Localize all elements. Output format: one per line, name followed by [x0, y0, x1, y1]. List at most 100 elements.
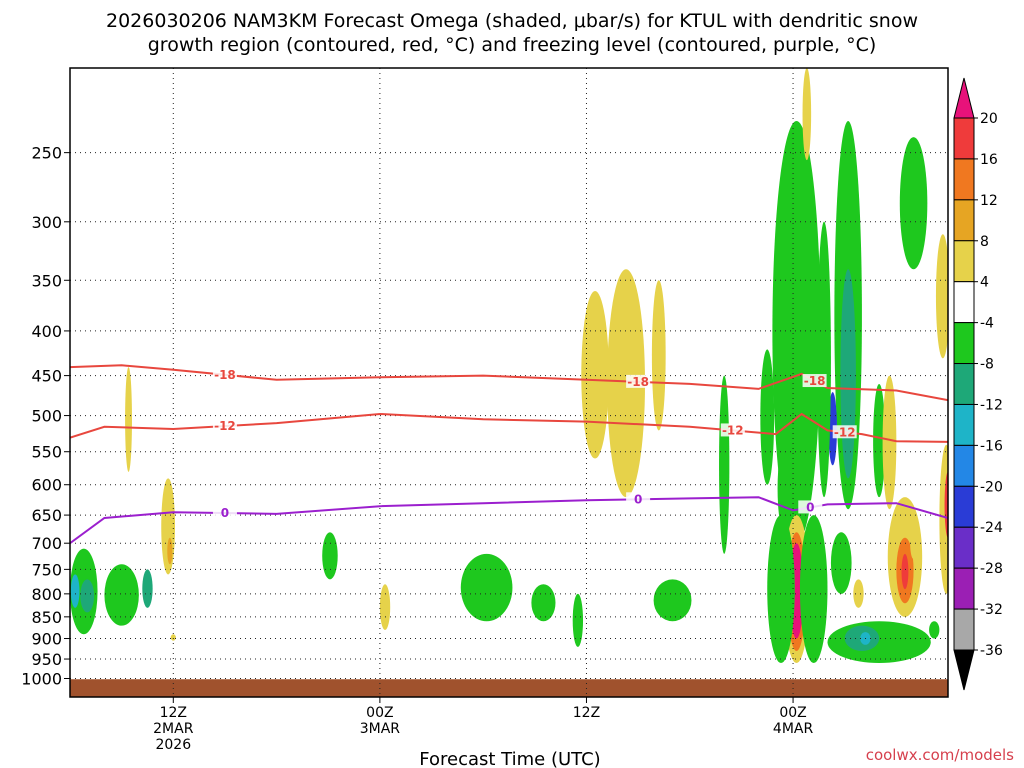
omega-cell-33	[70, 574, 80, 608]
omega-cell-10	[828, 392, 837, 466]
contour-line-2	[70, 496, 948, 545]
y-tick-label-0: 250	[31, 144, 62, 163]
contour-label-bg-2-0	[212, 506, 237, 520]
y-tick-label-12: 850	[31, 608, 62, 627]
y-tick-label-5: 500	[31, 407, 62, 426]
x-tick-label-0-2: 2026	[155, 737, 191, 753]
plot-inner: -18 -18 -18 -12 -12 -12 0 0 0	[70, 68, 948, 697]
y-tick-label-1: 300	[31, 213, 62, 232]
contour-label-0-2: -18	[804, 374, 826, 388]
x-tick-label-3-0: 00Z	[779, 705, 806, 721]
credit-text: coolwx.com/models	[866, 746, 1014, 764]
omega-cell-23	[901, 553, 909, 590]
omega-cell-19	[873, 383, 886, 498]
plot-frame	[69, 67, 949, 698]
omega-cell-46	[760, 349, 775, 485]
omega-cell-45	[719, 375, 730, 554]
omega-cell-9	[840, 269, 856, 479]
contour-line-0	[70, 364, 948, 402]
omega-cell-14	[651, 280, 666, 431]
y-tick-label-14: 950	[31, 650, 62, 669]
colorbar-label-3: 8	[980, 234, 989, 250]
colorbar-segment-3	[953, 199, 975, 242]
y-tick-label-9: 700	[31, 534, 62, 553]
colorbar-over-triangle	[953, 77, 975, 119]
colorbar-segment-1	[953, 117, 975, 160]
colorbar-label-1: 16	[980, 152, 998, 168]
contour-label-2-0: 0	[221, 506, 229, 520]
omega-cell-40	[379, 584, 391, 631]
omega-cell-50	[170, 634, 176, 641]
x-tick-label-0-1: 2MAR	[153, 721, 194, 737]
contour-label-0-0: -18	[214, 368, 236, 382]
y-tick-label-8: 650	[31, 506, 62, 525]
x-axis-label: Forecast Time (UTC)	[419, 749, 600, 768]
colorbar-segment-8	[953, 403, 975, 446]
ground-fill	[70, 679, 948, 697]
omega-cell-7	[802, 68, 812, 161]
omega-cell-24	[827, 621, 931, 664]
colorbar-label-10: -24	[980, 520, 1003, 536]
x-tick-label-1-1: 3MAR	[360, 721, 401, 737]
contour-label-bg-1-2	[832, 425, 857, 439]
omega-cell-27	[830, 532, 852, 594]
omega-cell-35	[142, 569, 153, 608]
contour-label-bg-0-0	[212, 367, 237, 381]
y-tick-label-2: 350	[31, 271, 62, 290]
colorbar-label-4: 4	[980, 275, 989, 291]
colorbar-segment-7	[953, 363, 975, 405]
colorbar: 20 16 12 8 4 -4 -8 -12 -16 -20 -24 -28 -32 -36	[953, 77, 1003, 691]
omega-cell-12	[607, 269, 646, 498]
omega-cell-13	[581, 290, 609, 459]
colorbar-label-7: -12	[980, 397, 1003, 413]
omega-cell-49	[910, 526, 918, 560]
omega-cell-11	[817, 221, 831, 498]
x-tick-label-0-0: 12Z	[160, 705, 187, 721]
contour-label-bg-1-0	[212, 419, 237, 433]
omega-cell-42	[531, 584, 556, 622]
colorbar-segment-5	[953, 281, 975, 324]
chart-title-line1: 2026030206 NAM3KM Forecast Omega (shaded…	[106, 10, 918, 32]
colorbar-segment-13	[953, 608, 975, 651]
y-tick-label-4: 450	[31, 367, 62, 386]
contour-label-bg-0-1	[626, 374, 651, 388]
colorbar-label-0: 20	[980, 111, 998, 127]
y-tick-label-15: 1000	[21, 669, 62, 688]
omega-cell-38	[125, 367, 132, 472]
y-tick-label-10: 750	[31, 560, 62, 579]
omega-cell-48	[853, 579, 864, 608]
y-tick-label-3: 400	[31, 322, 62, 341]
omega-cell-32	[80, 579, 95, 613]
colorbar-segment-10	[953, 485, 975, 528]
omega-cell-18	[899, 137, 928, 270]
contour-label-2-2: 0	[806, 500, 814, 514]
colorbar-segment-4	[953, 240, 975, 283]
colorbar-label-9: -20	[980, 479, 1003, 495]
colorbar-label-13: -36	[980, 643, 1003, 659]
omega-cell-41	[460, 553, 513, 622]
omega-cell-30	[777, 444, 792, 533]
colorbar-label-11: -28	[980, 561, 1003, 577]
y-tick-label-13: 900	[31, 630, 62, 649]
contour-label-bg-0-2	[802, 374, 827, 388]
y-tick-label-7: 600	[31, 476, 62, 495]
colorbar-label-8: -16	[980, 438, 1003, 454]
contour-label-2-1: 0	[634, 492, 642, 506]
colorbar-label-5: -4	[980, 316, 994, 332]
x-tick-label-3-1: 4MAR	[773, 721, 814, 737]
omega-cell-15	[935, 234, 948, 359]
colorbar-label-12: -32	[980, 602, 1003, 618]
omega-cell-39	[322, 532, 338, 580]
colorbar-segment-9	[953, 444, 975, 487]
contour-label-1-0: -12	[214, 419, 236, 433]
y-tick-label-11: 800	[31, 585, 62, 604]
omega-cell-29	[799, 515, 828, 664]
x-tick-label-2-0: 12Z	[573, 705, 600, 721]
colorbar-label-2: 12	[980, 193, 998, 209]
contour-label-0-1: -18	[627, 375, 649, 389]
plot-area: -18 -18 -18 -12 -12 -12 0 0 0 250 300 350 400 450 500 5…	[21, 67, 949, 753]
omega-cell-43	[572, 593, 584, 647]
omega-cell-17	[944, 471, 948, 538]
omega-cell-47	[929, 621, 940, 639]
